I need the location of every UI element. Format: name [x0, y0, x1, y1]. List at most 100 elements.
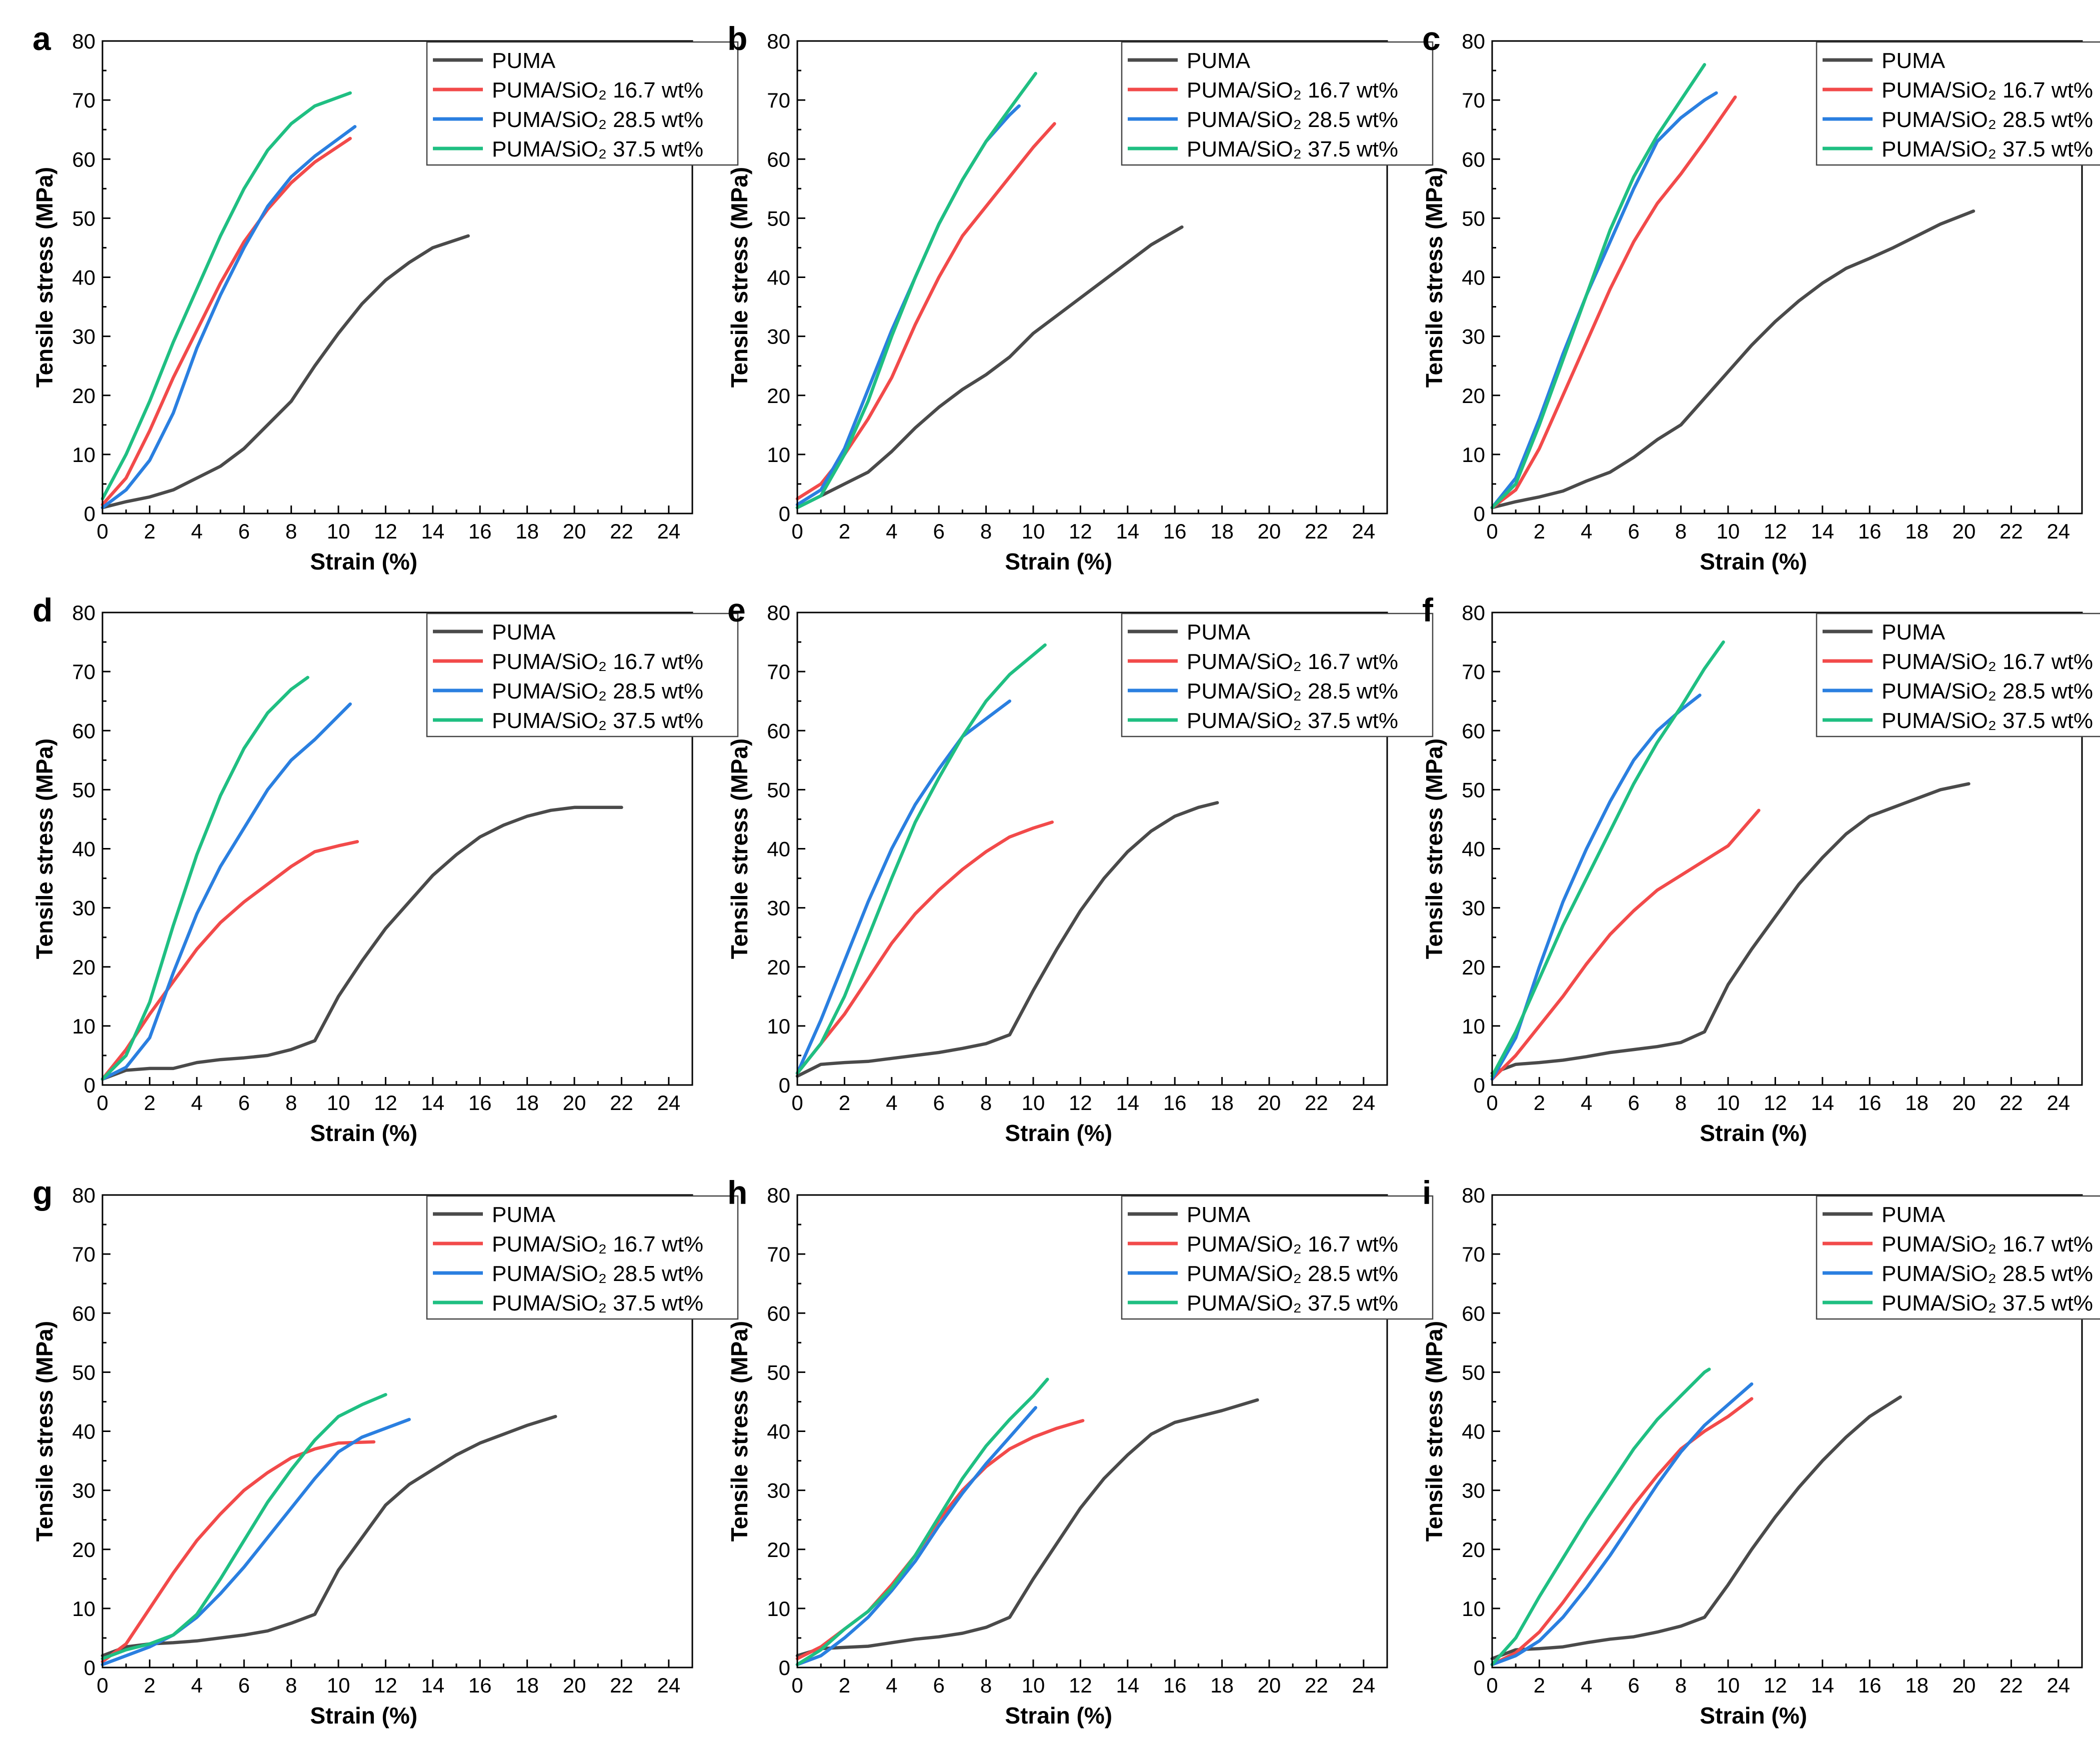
series-line-puma-sio2-37-5 — [100, 1393, 387, 1660]
x-tick-label: 14 — [1811, 520, 1834, 543]
x-tick-label: 12 — [1069, 1091, 1092, 1114]
series-line-puma — [1490, 1395, 1902, 1660]
x-tick-label: 22 — [2000, 520, 2023, 543]
series-line-puma-sio2-28-5 — [100, 125, 357, 510]
series-line-puma — [1490, 782, 1971, 1075]
y-tick-label: 0 — [84, 502, 95, 526]
series-line-puma-sio2-16-7 — [1490, 1397, 1754, 1666]
x-tick-label: 14 — [1116, 1674, 1139, 1697]
series-line-puma-sio2-28-5 — [1490, 91, 1718, 510]
y-tick-label: 30 — [767, 896, 790, 920]
x-tick-label: 14 — [1116, 1091, 1139, 1114]
legend-entry: PUMA — [1187, 1202, 1251, 1227]
series-line-puma-sio2-28-5 — [795, 1406, 1037, 1666]
y-tick-label: 10 — [767, 443, 790, 466]
chart-panel-c: c0 2 4 6 8 10 12 14 16 18 20 22 2401020304050607080S… — [1421, 20, 2100, 574]
x-tick-label: 20 — [1258, 520, 1281, 543]
chart-panel-h: h0 2 4 6 8 10 12 14 16 18 20 22 2401020304050607080S… — [726, 1174, 1434, 1728]
y-axis-title: Tensile stress (MPa) — [31, 1321, 57, 1542]
y-tick-label: 10 — [1462, 1014, 1485, 1038]
y-tick-label: 40 — [72, 1420, 95, 1444]
legend: PUMA PUMA/SiO₂ 16.7 wt% PUMA/SiO₂ 28.5 wt%… — [426, 1195, 739, 1320]
legend: PUMA PUMA/SiO₂ 16.7 wt% PUMA/SiO₂ 28.5 wt%… — [426, 612, 739, 738]
y-axis-title: Tensile stress (MPa) — [726, 738, 752, 959]
x-tick-label: 20 — [563, 1091, 586, 1114]
series-line-puma-sio2-28-5 — [795, 699, 1012, 1075]
y-tick-label: 70 — [1462, 1242, 1485, 1266]
x-tick-label: 0 — [791, 1091, 803, 1114]
y-tick-label: 20 — [767, 384, 790, 408]
series-line-puma-sio2-16-7 — [795, 122, 1056, 500]
x-tick-label: 12 — [1764, 1091, 1787, 1114]
x-tick-label: 8 — [1675, 1091, 1687, 1114]
series-line-puma-sio2-28-5 — [100, 1418, 411, 1666]
legend-entry: PUMA/SiO₂ 16.7 wt% — [492, 650, 703, 674]
legend-entry: PUMA/SiO₂ 16.7 wt% — [1882, 78, 2093, 102]
legend-entry: PUMA — [1882, 1202, 1946, 1227]
legend-entry: PUMA/SiO₂ 16.7 wt% — [1187, 78, 1398, 102]
legend-box — [1121, 1195, 1434, 1320]
y-tick-label: 0 — [1474, 1656, 1485, 1680]
x-tick-label: 12 — [374, 1091, 397, 1114]
legend-box — [1816, 1195, 2100, 1320]
series-line-puma-sio2-37-5 — [1490, 640, 1725, 1078]
series-line-puma-sio2-16-7 — [100, 840, 359, 1081]
x-tick-label: 22 — [610, 1091, 633, 1114]
x-tick-label: 18 — [515, 1674, 539, 1697]
y-tick-label: 60 — [767, 148, 790, 171]
y-tick-label: 70 — [1462, 88, 1485, 112]
panel-letter: g — [32, 1174, 52, 1211]
series-line-puma-sio2-16-7 — [1490, 95, 1737, 510]
y-tick-label: 80 — [767, 601, 790, 624]
legend-entry: PUMA/SiO₂ 16.7 wt% — [1882, 1232, 2093, 1256]
chart-panel-f: f0 2 4 6 8 10 12 14 16 18 20 22 2401020304050607080S… — [1421, 592, 2100, 1146]
x-tick-label: 0 — [1486, 520, 1498, 543]
x-tick-label: 2 — [1534, 1091, 1545, 1114]
x-tick-label: 20 — [1258, 1091, 1281, 1114]
y-tick-label: 50 — [72, 778, 95, 802]
series-line-puma-sio2-37-5 — [100, 676, 309, 1081]
series-line-puma — [795, 225, 1184, 510]
y-tick-label: 0 — [1474, 1074, 1485, 1097]
y-tick-label: 80 — [767, 30, 790, 53]
legend-entry: PUMA/SiO₂ 37.5 wt% — [1882, 137, 2093, 162]
legend-entry: PUMA — [1187, 48, 1251, 73]
legend-entry: PUMA/SiO₂ 37.5 wt% — [492, 708, 703, 733]
x-tick-label: 8 — [285, 1674, 297, 1697]
x-tick-label: 12 — [1069, 520, 1092, 543]
x-tick-label: 6 — [1628, 1091, 1640, 1114]
x-axis-title: Strain (%) — [1005, 1120, 1112, 1146]
x-tick-label: 10 — [1717, 520, 1740, 543]
series-line-puma-sio2-16-7 — [795, 1418, 1085, 1660]
x-tick-label: 12 — [374, 1674, 397, 1697]
y-tick-label: 50 — [767, 778, 790, 802]
x-tick-label: 10 — [327, 520, 350, 543]
x-tick-label: 8 — [980, 1674, 992, 1697]
y-tick-label: 0 — [779, 1656, 790, 1680]
x-tick-label: 16 — [1163, 1674, 1187, 1697]
legend: PUMA PUMA/SiO₂ 16.7 wt% PUMA/SiO₂ 28.5 wt%… — [426, 41, 739, 166]
legend-entry: PUMA/SiO₂ 28.5 wt% — [1187, 108, 1398, 132]
x-tick-label: 22 — [2000, 1091, 2023, 1114]
y-tick-label: 60 — [1462, 719, 1485, 742]
x-tick-label: 8 — [980, 520, 992, 543]
chart-panel-b: b0 2 4 6 8 10 12 14 16 18 20 22 2401020304050607080S… — [726, 20, 1434, 574]
y-tick-label: 10 — [767, 1014, 790, 1038]
y-tick-label: 20 — [1462, 956, 1485, 979]
legend-entry: PUMA/SiO₂ 16.7 wt% — [1882, 650, 2093, 674]
y-tick-label: 50 — [1462, 206, 1485, 230]
legend-entry: PUMA/SiO₂ 28.5 wt% — [1882, 108, 2093, 132]
series-line-puma-sio2-37-5 — [1490, 1368, 1711, 1666]
y-axis-title: Tensile stress (MPa) — [726, 1321, 752, 1542]
x-tick-label: 14 — [1116, 520, 1139, 543]
y-axis-title: Tensile stress (MPa) — [31, 738, 57, 959]
x-axis-title: Strain (%) — [310, 1120, 417, 1146]
x-tick-label: 12 — [1069, 1674, 1092, 1697]
x-tick-label: 4 — [886, 520, 897, 543]
x-tick-label: 10 — [1022, 1091, 1045, 1114]
x-tick-label: 10 — [1022, 520, 1045, 543]
panel-letter: i — [1422, 1174, 1431, 1211]
y-tick-label: 60 — [767, 1302, 790, 1325]
x-tick-label: 22 — [2000, 1674, 2023, 1697]
